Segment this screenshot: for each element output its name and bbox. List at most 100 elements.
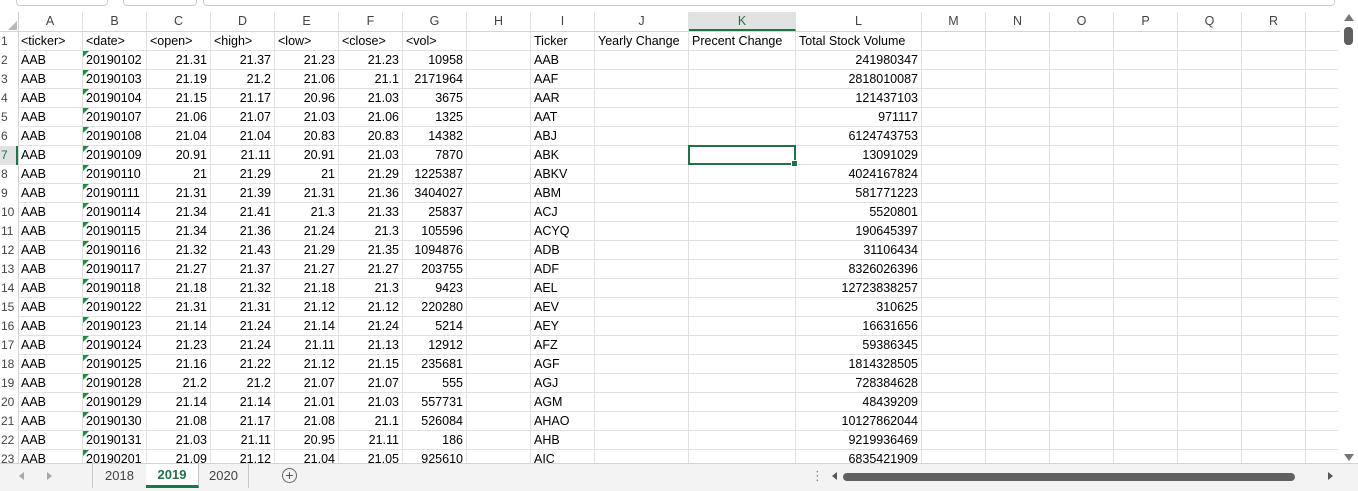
cell-summary-ticker[interactable]: AAR [534,91,560,105]
row-header-15[interactable]: 15 [1,300,15,314]
cell-ticker[interactable]: AAB [21,129,47,143]
cell-high[interactable]: 21.2 [246,72,271,86]
cell-total-stock-volume[interactable]: 6835421909 [848,452,918,463]
plus-circle-icon[interactable]: + [282,468,297,483]
worksheet-grid[interactable]: 1 2 3 4 5 6 7 8 9 10 11 12 13 14 15 16 17 18 19 20 21 22 23 <t… [0,32,1338,463]
cell-close[interactable]: 21.33 [367,205,399,219]
cell-ticker[interactable]: AAB [21,72,47,86]
cell-open[interactable]: 21.14 [175,395,207,409]
cell-date[interactable]: 20190116 [83,241,146,260]
cell-summary-ticker[interactable]: AAB [534,53,560,67]
column-header-m[interactable]: M [922,12,986,31]
select-all-button[interactable] [0,12,19,31]
column-header-q[interactable]: Q [1178,12,1242,31]
cell-summary-ticker[interactable]: AFZ [534,338,558,352]
cell-open[interactable]: 21.14 [175,319,207,333]
cell-volume[interactable]: 557731 [421,395,463,409]
cell-date[interactable]: 20190130 [83,412,146,431]
header-cell-k[interactable]: Precent Change [692,34,783,48]
cell-total-stock-volume[interactable]: 310625 [876,300,918,314]
cell-close[interactable]: 21.05 [367,452,399,463]
column-header-o[interactable]: O [1050,12,1114,31]
header-cell-i[interactable]: Ticker [534,34,568,48]
cell-total-stock-volume[interactable]: 10127862044 [841,414,918,428]
row-header-2[interactable]: 2 [1,53,8,67]
row-header-23[interactable]: 23 [1,452,15,463]
cell-total-stock-volume[interactable]: 121437103 [855,91,918,105]
cell-volume[interactable]: 3404027 [414,186,463,200]
row-header-11[interactable]: 11 [1,224,14,238]
cell-ticker[interactable]: AAB [21,433,47,447]
cell-volume[interactable]: 14382 [428,129,463,143]
cell-volume[interactable]: 5214 [435,319,463,333]
cell-high[interactable]: 21.11 [240,433,271,447]
cell-summary-ticker[interactable]: AAF [534,72,559,86]
cell-volume[interactable]: 25837 [428,205,463,219]
cell-low[interactable]: 21.31 [303,186,335,200]
cell-close[interactable]: 21.06 [367,110,399,124]
row-header-9[interactable]: 9 [1,186,8,200]
cell-date[interactable]: 20190118 [83,279,146,298]
cell-ticker[interactable]: AAB [21,319,47,333]
column-header-j[interactable]: J [595,12,689,31]
cell-total-stock-volume[interactable]: 59386345 [862,338,918,352]
cell-ticker[interactable]: AAB [21,91,47,105]
cell-open[interactable]: 21.06 [175,110,207,124]
column-header-e[interactable]: E [275,12,339,31]
cell-low[interactable]: 21.23 [303,53,335,67]
row-header-10[interactable]: 10 [1,205,15,219]
cell-date[interactable]: 20190122 [83,298,146,317]
column-header-i[interactable]: I [531,12,595,31]
cell-total-stock-volume[interactable]: 241980347 [855,53,918,67]
horizontal-scroll-thumb[interactable] [843,473,1295,481]
cell-volume[interactable]: 10958 [428,53,463,67]
cell-low[interactable]: 21.18 [303,281,335,295]
cell-close[interactable]: 21.1 [374,414,399,428]
cell-low[interactable]: 21.04 [303,452,335,463]
cell-summary-ticker[interactable]: AEY [534,319,560,333]
cell-total-stock-volume[interactable]: 16631656 [862,319,918,333]
cell-high[interactable]: 21.36 [239,224,271,238]
cell-open[interactable]: 21.2 [182,376,207,390]
selected-cell-outline[interactable] [688,145,798,167]
cell-high[interactable]: 21.2 [246,376,271,390]
cell-date[interactable]: 20190115 [83,222,146,241]
cell-open[interactable]: 21 [193,167,207,181]
cell-low[interactable]: 21.08 [303,414,335,428]
cell-open[interactable]: 21.27 [175,262,207,276]
cell-ticker[interactable]: AAB [21,395,47,409]
row-header-21[interactable]: 21 [1,414,15,428]
cell-date[interactable]: 20190124 [83,336,146,355]
cell-close[interactable]: 21.07 [367,376,399,390]
cell-total-stock-volume[interactable]: 6124743753 [848,129,918,143]
cell-total-stock-volume[interactable]: 2818010087 [848,72,918,86]
row-header-19[interactable]: 19 [1,376,15,390]
cell-ticker[interactable]: AAB [21,167,47,181]
header-cell-g[interactable]: <vol> [406,34,437,48]
cell-low[interactable]: 20.83 [303,129,335,143]
cell-total-stock-volume[interactable]: 581771223 [855,186,918,200]
cell-volume[interactable]: 220280 [421,300,463,314]
sheet-tab-2019[interactable]: 2019 [146,464,199,488]
column-header-f[interactable]: F [339,12,403,31]
cell-open[interactable]: 21.09 [175,452,207,463]
cell-volume[interactable]: 1325 [435,110,463,124]
vertical-scrollbar[interactable] [1340,12,1358,463]
cell-volume[interactable]: 7870 [435,148,463,162]
cell-low[interactable]: 21.03 [303,110,335,124]
cell-ticker[interactable]: AAB [21,110,47,124]
cell-summary-ticker[interactable]: AAT [534,110,558,124]
row-header-1[interactable]: 1 [1,34,8,48]
cell-close[interactable]: 21.36 [367,186,399,200]
cell-low[interactable]: 21.24 [303,224,335,238]
cell-low[interactable]: 21 [321,167,335,181]
cell-open[interactable]: 21.18 [175,281,207,295]
cell-close[interactable]: 21.15 [367,357,399,371]
cell-volume[interactable]: 186 [442,433,463,447]
header-cell-l[interactable]: Total Stock Volume [799,34,906,48]
cell-ticker[interactable]: AAB [21,300,47,314]
row-header-18[interactable]: 18 [1,357,15,371]
cell-close[interactable]: 21.11 [368,433,399,447]
cell-low[interactable]: 21.12 [303,300,335,314]
cell-total-stock-volume[interactable]: 12723838257 [841,281,918,295]
